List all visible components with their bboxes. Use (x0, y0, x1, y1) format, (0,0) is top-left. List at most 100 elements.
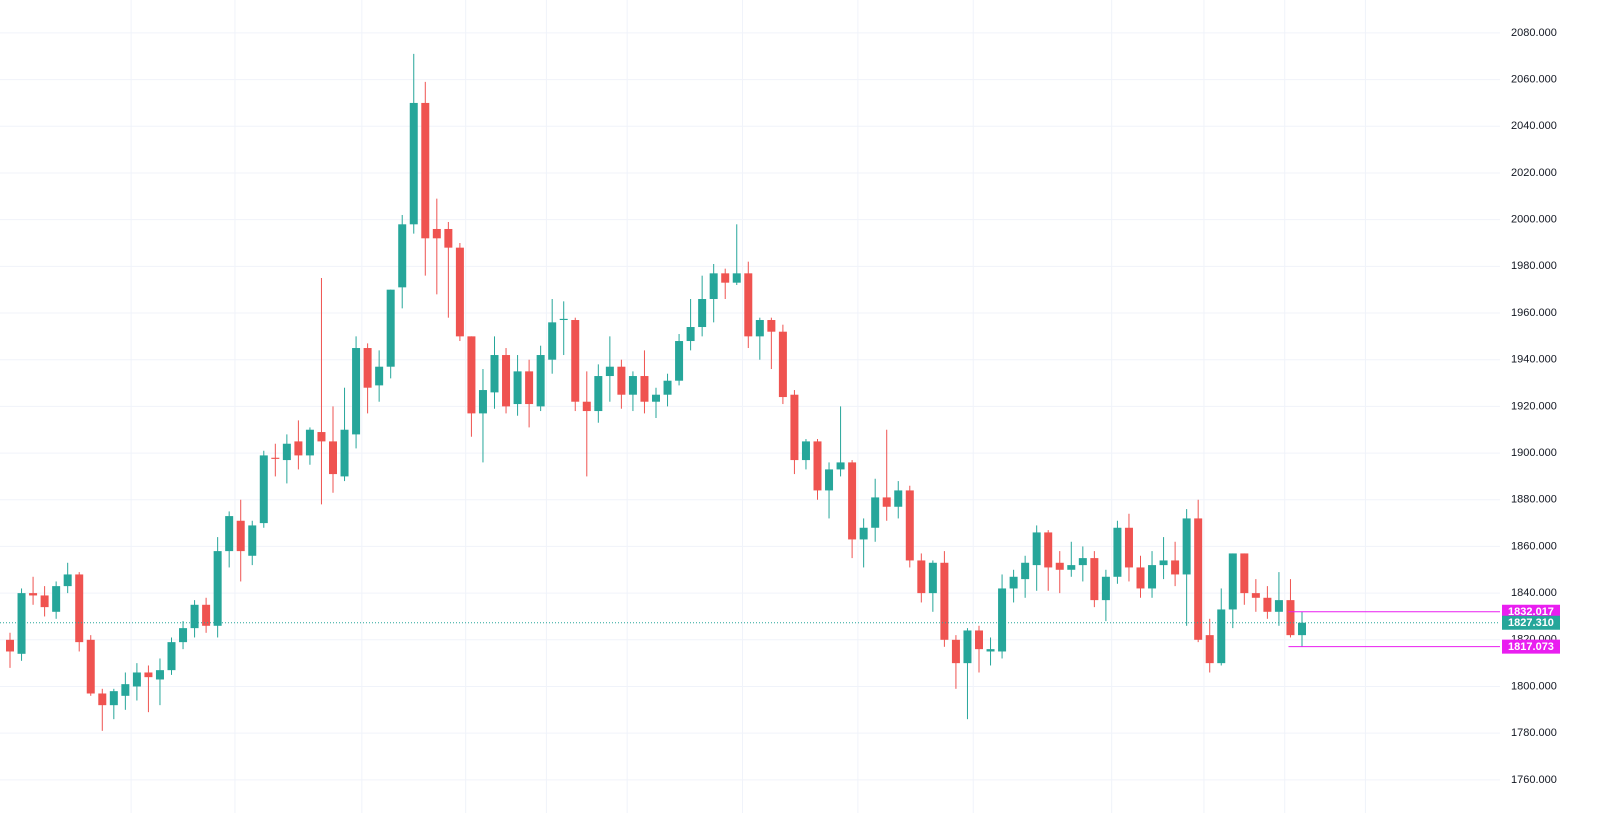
candle-body (998, 588, 1007, 652)
candle-body (1113, 527, 1122, 577)
candle-body (894, 490, 903, 507)
candle-body (709, 273, 718, 300)
y-tick-label: 2080.000 (1511, 27, 1557, 39)
candle-body (975, 630, 983, 650)
candle-body (951, 639, 960, 664)
candle-body (259, 455, 268, 524)
candle-body (202, 604, 211, 626)
candle-body (271, 457, 280, 459)
candle-body (340, 429, 349, 477)
candle-body (190, 604, 199, 629)
candle-body (825, 469, 834, 491)
candle-body (882, 497, 891, 507)
candle-body (444, 228, 453, 248)
candle-body (75, 574, 84, 643)
candle-body (1251, 593, 1260, 598)
candle-body (790, 394, 799, 461)
candle-body (1090, 558, 1099, 601)
candle-body (813, 441, 822, 491)
candle-body (1101, 576, 1110, 601)
candle-body (605, 366, 614, 377)
candle-body (1136, 567, 1145, 589)
candle-body (386, 289, 395, 367)
candle-body (732, 273, 741, 283)
candle-body (859, 527, 868, 540)
candle-body (963, 630, 972, 664)
candle-body (144, 672, 153, 678)
candle-body (305, 429, 314, 456)
candle-body (1159, 560, 1168, 566)
candle-body (848, 462, 857, 540)
candle-body (1298, 622, 1306, 636)
y-tick-label: 1980.000 (1511, 260, 1557, 272)
candle-body (29, 593, 38, 596)
y-tick-label: 1940.000 (1511, 354, 1557, 366)
y-tick-label: 1880.000 (1511, 494, 1557, 506)
candle-body (1055, 562, 1064, 570)
candle-body (421, 102, 430, 239)
candle-body (571, 320, 580, 402)
candle-body (248, 525, 257, 556)
candle-body (617, 366, 626, 395)
candle-body (329, 441, 337, 475)
candle-body (455, 247, 464, 337)
candle-body (525, 371, 534, 405)
candle-body (1148, 565, 1157, 589)
candle-body (63, 574, 72, 587)
candle-body (986, 649, 995, 652)
candle-body (640, 376, 649, 402)
candle-body (698, 299, 707, 328)
candle-body (502, 355, 511, 407)
candle-body (928, 562, 937, 594)
candle-body (767, 320, 776, 332)
candle-body (663, 380, 672, 395)
y-tick-label: 1900.000 (1511, 447, 1557, 459)
y-tick-label: 1860.000 (1511, 540, 1557, 552)
candle-body (375, 366, 384, 386)
candle-body (871, 497, 880, 528)
candle-body (686, 327, 695, 342)
price-label: 1817.073 (1508, 641, 1554, 653)
candle-body (744, 273, 753, 337)
candle-body (1263, 597, 1272, 612)
candle-body (559, 318, 568, 321)
candle-body (98, 693, 107, 706)
candle-body (1171, 560, 1180, 575)
candle-body (778, 331, 787, 398)
candle-body (1067, 565, 1076, 570)
candle-body (1274, 600, 1283, 612)
candle-body (6, 639, 14, 652)
candle-body (52, 586, 61, 612)
y-tick-label: 1920.000 (1511, 400, 1557, 412)
candle-body (409, 102, 418, 225)
candle-body (582, 401, 591, 412)
candle-body (179, 628, 188, 643)
candle-body (1124, 527, 1133, 568)
candle-body (478, 390, 487, 414)
candle-body (1032, 532, 1041, 566)
candle-body (905, 490, 914, 561)
candle-body (40, 595, 49, 608)
candle-body (398, 224, 407, 288)
candle-body (317, 432, 326, 442)
y-tick-label: 2000.000 (1511, 214, 1557, 226)
candle-body (1182, 518, 1191, 575)
price-label: 1827.310 (1508, 617, 1554, 629)
candle-body (132, 672, 141, 687)
candle-body (1205, 635, 1214, 664)
candle-body (1078, 558, 1087, 566)
candle-body (548, 322, 557, 360)
candle-body (213, 551, 222, 626)
candle-body (155, 670, 164, 680)
candle-body (594, 376, 603, 412)
candle-body (1228, 553, 1237, 610)
candle-body (17, 593, 26, 654)
candle-body (121, 684, 130, 696)
y-tick-label: 1760.000 (1511, 774, 1557, 786)
candle-body (1217, 609, 1226, 664)
candle-body (721, 273, 730, 283)
price-label-bg (1502, 615, 1560, 630)
price-label-bg (1502, 604, 1560, 619)
price-label-bg (1502, 639, 1560, 654)
